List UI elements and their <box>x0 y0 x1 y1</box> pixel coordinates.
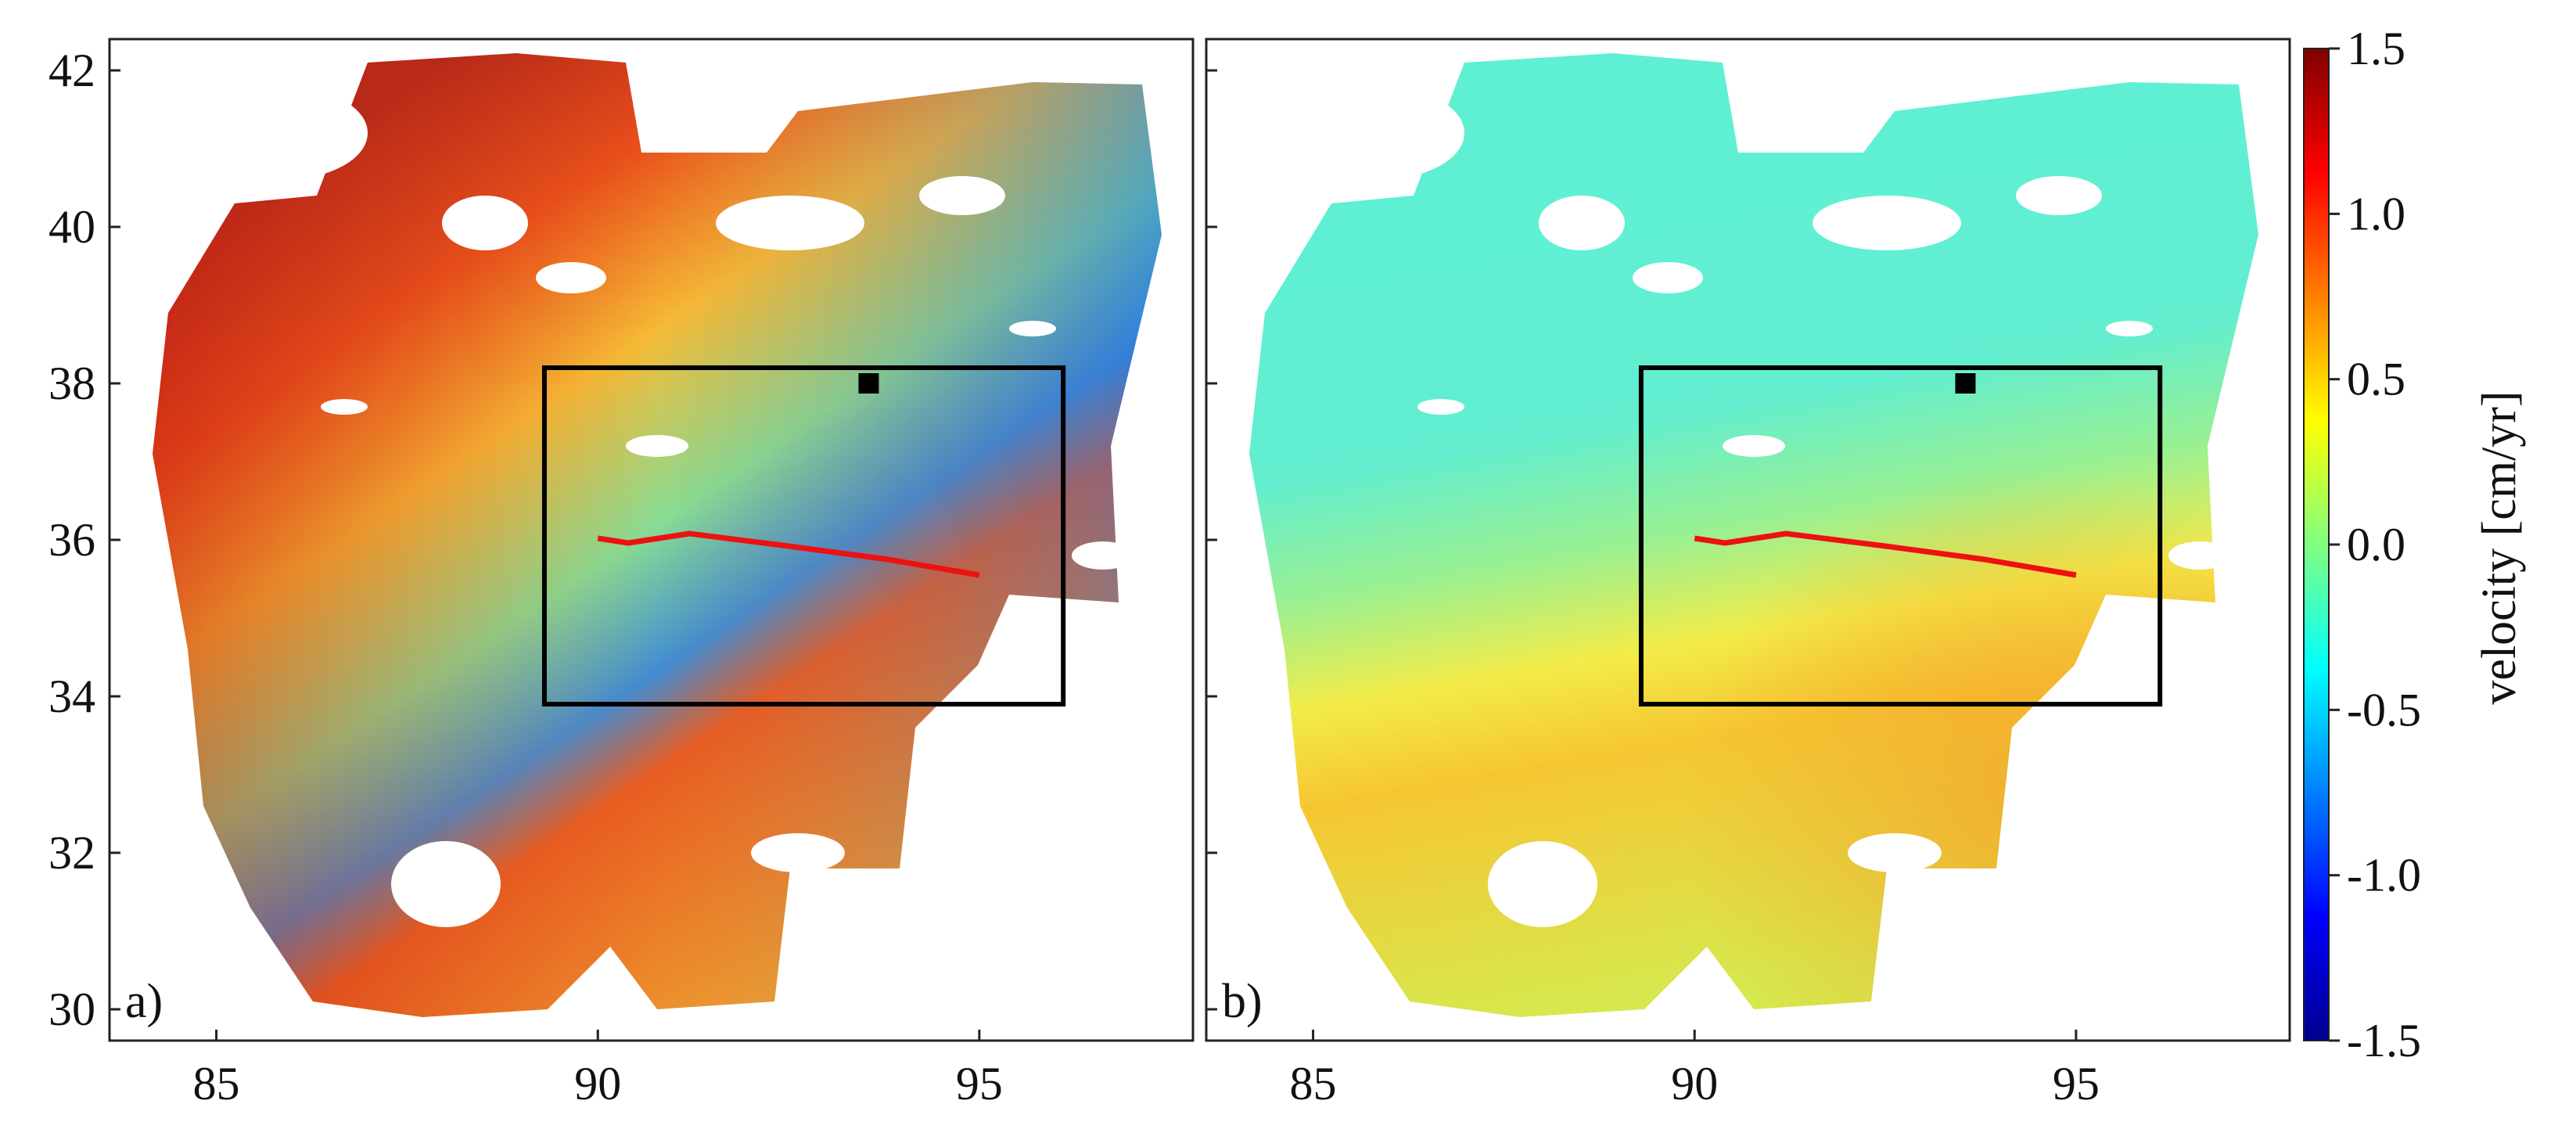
colorbar-label: velocity [cm/yr] <box>2473 390 2526 704</box>
colorbar-tick-label: -1.5 <box>2347 1015 2421 1066</box>
lat-tick-label: 38 <box>49 358 95 409</box>
colorbar-ramp <box>2303 48 2330 1041</box>
colorbar-tick-label: -0.5 <box>2347 684 2421 735</box>
colorbar-tick-label: -1.0 <box>2347 850 2421 901</box>
panel-a-fault-trace <box>597 530 980 578</box>
lon-tick-label: 85 <box>1290 1058 1337 1109</box>
panel-b-label: b) <box>1222 975 1263 1028</box>
lat-tick-label: 34 <box>49 671 95 722</box>
colorbar-ticks: 1.5 1.0 0.5 0.0 -0.5 -1.0 -1.5 <box>2329 23 2421 1066</box>
lat-tick-label: 42 <box>49 45 95 96</box>
colorbar-tick-label: 0.5 <box>2347 354 2405 405</box>
panel-a-study-box <box>541 365 1066 707</box>
lon-tick-label: 95 <box>2053 1058 2100 1109</box>
panel-b-fault-trace <box>1694 530 2077 578</box>
lon-tick-label: 90 <box>574 1058 621 1109</box>
lon-tick-label: 90 <box>1671 1058 1718 1109</box>
lat-tick-label: 40 <box>49 201 95 253</box>
lat-tick-label: 30 <box>49 983 95 1035</box>
lat-tick-label: 36 <box>49 514 95 566</box>
panel-a-lon-ticks: 85 90 95 <box>193 1030 1003 1109</box>
colorbar-tick-label: 1.0 <box>2347 188 2405 239</box>
panel-a-label: a) <box>125 975 163 1028</box>
panel-b-study-box <box>1638 365 2163 707</box>
lat-tick-label: 32 <box>49 827 95 879</box>
velocity-colorbar: 1.5 1.0 0.5 0.0 -0.5 -1.0 -1.5 velocity [cm/yr… <box>2303 23 2526 1066</box>
colorbar-tick-label: 0.0 <box>2347 519 2405 570</box>
colorbar-tick-label: 1.5 <box>2347 23 2405 74</box>
panel-a-observed-velocity-map: 85 90 95 30 32 34 36 38 40 42 a) <box>49 38 1195 1109</box>
panel-b-gps-station <box>1955 373 1976 394</box>
lon-tick-label: 85 <box>193 1058 240 1109</box>
panel-a-lat-ticks: 30 32 34 36 38 40 42 <box>49 45 120 1035</box>
panel-b-lon-ticks: 85 90 95 <box>1206 69 2100 1109</box>
lon-tick-label: 95 <box>956 1058 1003 1109</box>
panel-b-model-velocity-map: 85 90 95 b) <box>1205 38 2291 1109</box>
panel-a-gps-station <box>858 373 879 394</box>
